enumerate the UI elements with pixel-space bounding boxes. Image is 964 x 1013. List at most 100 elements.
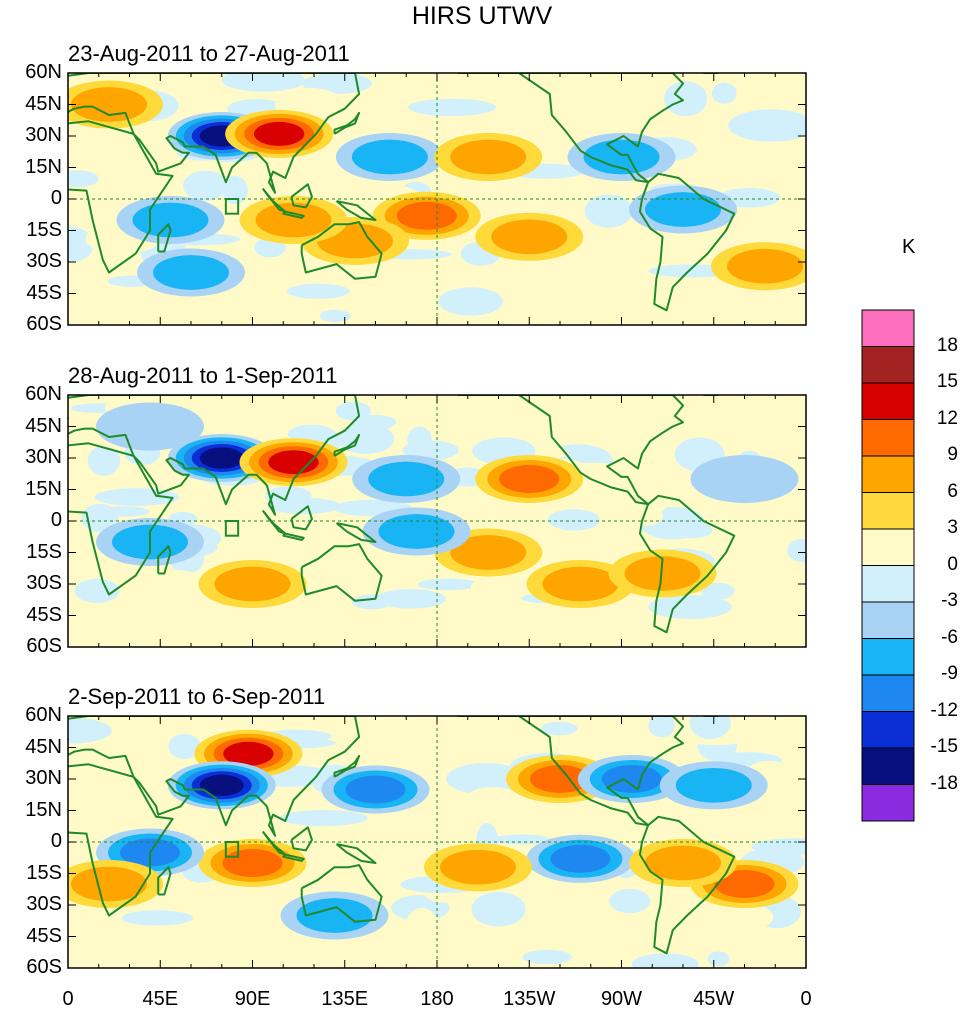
- y-tick-label: 30N: [25, 446, 62, 468]
- anomaly-contour: [645, 845, 721, 881]
- anomaly-patch: [760, 175, 784, 187]
- coastline: [638, 494, 736, 634]
- anomaly-patch: [68, 717, 112, 744]
- anomaly-patch: [446, 763, 526, 795]
- y-tick-label: 45N: [25, 414, 62, 437]
- anomaly-contour: [199, 447, 244, 469]
- anomaly-patch: [417, 578, 479, 591]
- anomaly-contour: [583, 139, 660, 175]
- coastline: [157, 223, 172, 253]
- anomaly-patch: [438, 287, 503, 316]
- anomaly-patch: [68, 170, 99, 188]
- panel-title: 23-Aug-2011 to 27-Aug-2011: [68, 41, 350, 66]
- anomaly-patch: [229, 946, 298, 962]
- anomaly-patch: [631, 953, 699, 968]
- x-tick-label: 90W: [600, 988, 643, 1010]
- anomaly-contour: [542, 566, 619, 602]
- anomaly-patch: [221, 73, 306, 92]
- coastline: [300, 543, 383, 602]
- coastline: [300, 221, 383, 280]
- colorbar-label: -12: [930, 699, 958, 721]
- y-tick-label: 45N: [25, 735, 62, 758]
- anomaly-contour: [255, 202, 332, 238]
- anomaly-patch: [609, 888, 651, 914]
- anomaly-patch: [386, 853, 427, 875]
- anomaly-patch: [94, 606, 165, 638]
- anomaly-contour: [601, 765, 662, 793]
- anomaly-contour: [199, 774, 244, 796]
- anomaly-patch: [74, 578, 120, 603]
- coastline: [282, 532, 305, 541]
- colorbar-swatch: [861, 565, 915, 603]
- anomaly-patch: [87, 446, 121, 476]
- anomaly-patch: [522, 949, 572, 965]
- colorbar-label: 3: [947, 517, 958, 538]
- y-tick-label: 60S: [26, 956, 62, 978]
- y-tick-label: 45N: [25, 92, 62, 115]
- anomaly-patch: [309, 543, 349, 580]
- colorbar-swatch: [861, 784, 915, 822]
- y-tick-label: 30S: [26, 250, 62, 272]
- anomaly-contour: [96, 402, 204, 451]
- anomaly-contour: [645, 192, 721, 227]
- coastline: [261, 187, 287, 213]
- anomaly-patch: [319, 309, 351, 323]
- anomaly-contour: [450, 139, 527, 175]
- anomaly-patch: [723, 904, 774, 930]
- coastline: [638, 815, 736, 955]
- coastline: [157, 545, 172, 575]
- y-tick-label: 45S: [26, 603, 62, 626]
- colorbar-label: -3: [941, 590, 958, 611]
- anomaly-patch: [407, 426, 432, 454]
- colorbar-swatch: [861, 419, 915, 457]
- anomaly-patch: [632, 73, 687, 87]
- y-tick-label: 45S: [26, 924, 62, 947]
- y-tick-label: 60S: [26, 313, 62, 335]
- anomaly-contour: [714, 870, 775, 898]
- y-tick-label: 60N: [25, 61, 62, 83]
- colorbar-units: K: [902, 236, 916, 258]
- coastline: [638, 172, 736, 312]
- anomaly-patch: [742, 563, 797, 577]
- x-tick-label: 90E: [234, 988, 271, 1010]
- coastline: [335, 200, 377, 221]
- anomaly-patch: [407, 98, 496, 116]
- anomaly-contour: [368, 461, 445, 497]
- anomaly-contour: [378, 514, 455, 549]
- anomaly-contour: [440, 849, 516, 885]
- coastline: [290, 183, 313, 209]
- colorbar-swatch: [861, 638, 915, 676]
- anomaly-patch: [552, 621, 598, 647]
- anomaly-patch: [470, 578, 505, 598]
- colorbar-swatch: [861, 711, 915, 749]
- anomaly-patch: [69, 928, 102, 946]
- x-tick-label: 45E: [142, 988, 179, 1010]
- y-tick-label: 30S: [26, 893, 62, 915]
- anomaly-patch: [570, 921, 628, 955]
- anomaly-patch: [130, 159, 159, 175]
- y-tick-label: 45S: [26, 281, 62, 304]
- x-tick-label: 135W: [503, 988, 556, 1010]
- anomaly-patch: [81, 503, 119, 533]
- map-panel: [67, 715, 807, 969]
- anomaly-contour: [223, 741, 274, 766]
- x-tick-label: 0: [62, 988, 74, 1010]
- coastline: [290, 826, 313, 852]
- coastline: [457, 395, 684, 506]
- anomaly-patch: [168, 733, 201, 759]
- colorbar-label: 18: [936, 334, 958, 356]
- anomaly-contour: [268, 450, 319, 475]
- coastline: [261, 509, 287, 535]
- anomaly-patch: [641, 898, 698, 918]
- anomaly-patch: [526, 736, 586, 749]
- anomaly-patch: [375, 589, 446, 609]
- anomaly-patch: [141, 773, 168, 798]
- panel-title: 2-Sep-2011 to 6-Sep-2011: [68, 684, 326, 709]
- anomaly-patch: [351, 594, 393, 610]
- colorbar-swatch: [861, 674, 915, 712]
- anomaly-patch: [630, 481, 670, 516]
- anomaly-contour: [450, 535, 527, 570]
- anomaly-patch: [701, 582, 735, 600]
- colorbar-swatch: [861, 747, 915, 785]
